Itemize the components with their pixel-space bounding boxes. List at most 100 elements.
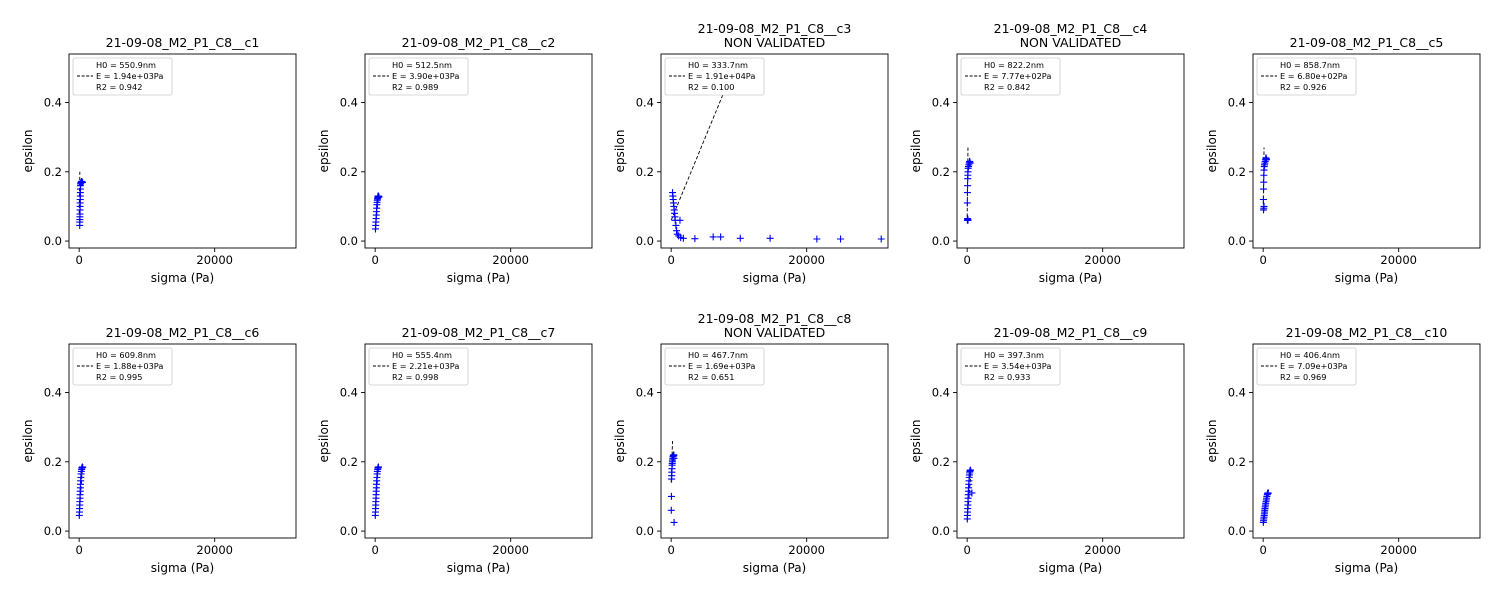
subplot-title: 21-09-08_M2_P1_C8__c6 [106, 325, 260, 340]
x-axis-label: sigma (Pa) [1335, 271, 1398, 285]
plot-area [669, 88, 885, 243]
legend-h0: H0 = 858.7nm [1280, 60, 1340, 70]
x-axis-label: sigma (Pa) [151, 561, 214, 575]
data-point [691, 235, 699, 243]
plot-area [1259, 147, 1271, 214]
data-point [717, 233, 725, 241]
x-tick-label: 0 [668, 543, 675, 557]
axes-frame [660, 53, 889, 249]
axes-frame [364, 53, 593, 249]
legend-h0: H0 = 555.4nm [392, 350, 452, 360]
axes-frame [364, 343, 593, 539]
legend-modulus: E = 6.80e+02Pa [1280, 71, 1347, 81]
legend-box [368, 347, 469, 386]
y-tick-label: 0.4 [636, 386, 654, 400]
data-point [963, 189, 971, 197]
x-tick-label: 0 [964, 543, 971, 557]
legend-h0: H0 = 333.7nm [688, 60, 748, 70]
y-axis-label: epsilon [317, 420, 331, 463]
y-tick-label: 0.0 [932, 524, 950, 538]
plot-area [76, 171, 87, 229]
y-tick-label: 0.4 [1228, 386, 1246, 400]
y-tick-label: 0.4 [44, 96, 62, 110]
y-tick-label: 0.2 [44, 455, 62, 469]
data-point [837, 235, 845, 243]
x-tick-label: 20000 [196, 253, 233, 267]
subplot-title: 21-09-08_M2_P1_C8__c7 [402, 325, 556, 340]
axes-frame [1252, 343, 1481, 539]
legend-box [72, 347, 173, 386]
y-axis-label: epsilon [1205, 130, 1219, 173]
legend-box [960, 57, 1061, 96]
data-point [964, 216, 972, 224]
y-tick-label: 0.0 [1228, 234, 1246, 248]
x-tick-label: 0 [964, 253, 971, 267]
y-tick-label: 0.0 [44, 234, 62, 248]
y-tick-label: 0.2 [636, 455, 654, 469]
subplot-2: 21-09-08_M2_P1_C8__c2 0.0 0.2 0.4 0 20000 sigm… [317, 35, 593, 285]
subplot-title: 21-09-08_M2_P1_C8__c4 [994, 21, 1148, 36]
y-tick-label: 0.2 [636, 165, 654, 179]
x-axis-label: sigma (Pa) [1335, 561, 1398, 575]
y-axis-label: epsilon [21, 420, 35, 463]
legend-box [368, 57, 469, 96]
x-tick-label: 20000 [492, 253, 529, 267]
subplot-7: 21-09-08_M2_P1_C8__c7 0.0 0.2 0.4 0 20000 sigm… [317, 325, 593, 575]
x-tick-label: 0 [372, 543, 379, 557]
subplot-title: 21-09-08_M2_P1_C8__c2 [402, 35, 556, 50]
plot-area [75, 463, 87, 519]
x-axis-label: sigma (Pa) [151, 271, 214, 285]
x-axis-label: sigma (Pa) [447, 561, 510, 575]
axes-frame [68, 343, 297, 539]
plot-area [371, 463, 382, 519]
y-tick-label: 0.4 [340, 386, 358, 400]
data-point [1259, 196, 1267, 203]
axes-frame [956, 53, 1185, 249]
legend-r2: R2 = 0.651 [688, 372, 734, 382]
legend-box [664, 57, 765, 96]
x-tick-label: 20000 [492, 543, 529, 557]
subplot-title: 21-09-08_M2_P1_C8__c10 [1286, 325, 1448, 340]
plot-area [372, 192, 383, 233]
y-tick-label: 0.4 [1228, 96, 1246, 110]
legend-modulus: E = 1.88e+03Pa [96, 361, 163, 371]
subplot-title: 21-09-08_M2_P1_C8__c8 [698, 311, 852, 326]
data-point [1260, 178, 1268, 186]
y-tick-label: 0.2 [340, 455, 358, 469]
data-point [766, 234, 774, 242]
data-point [1264, 489, 1272, 497]
legend-h0: H0 = 406.4nm [1280, 350, 1340, 360]
x-tick-label: 20000 [1084, 543, 1121, 557]
y-tick-label: 0.4 [932, 96, 950, 110]
x-axis-label: sigma (Pa) [1039, 561, 1102, 575]
legend-box [1256, 57, 1357, 96]
validation-status: NON VALIDATED [724, 35, 826, 50]
legend-modulus: E = 7.77e+02Pa [984, 71, 1051, 81]
x-tick-label: 20000 [1084, 253, 1121, 267]
data-point [667, 506, 675, 514]
subplot-title: 21-09-08_M2_P1_C8__c3 [698, 21, 852, 36]
legend-box [1256, 347, 1357, 386]
subplot-title: 21-09-08_M2_P1_C8__c1 [106, 35, 260, 50]
data-point [679, 234, 687, 242]
y-tick-label: 0.2 [44, 165, 62, 179]
subplot-6: 21-09-08_M2_P1_C8__c6 0.0 0.2 0.4 0 20000 sigm… [21, 325, 297, 575]
legend-modulus: E = 3.54e+03Pa [984, 361, 1051, 371]
data-point [964, 182, 972, 190]
legend-r2: R2 = 0.926 [1280, 82, 1326, 92]
legend-r2: R2 = 0.842 [984, 82, 1030, 92]
y-tick-label: 0.4 [636, 96, 654, 110]
data-point [79, 179, 87, 187]
legend-modulus: E = 2.21e+03Pa [392, 361, 459, 371]
x-tick-label: 0 [1260, 253, 1267, 267]
plot-area [667, 440, 678, 526]
legend-modulus: E = 3.90e+03Pa [392, 71, 459, 81]
x-tick-label: 20000 [788, 543, 825, 557]
y-tick-label: 0.2 [932, 455, 950, 469]
